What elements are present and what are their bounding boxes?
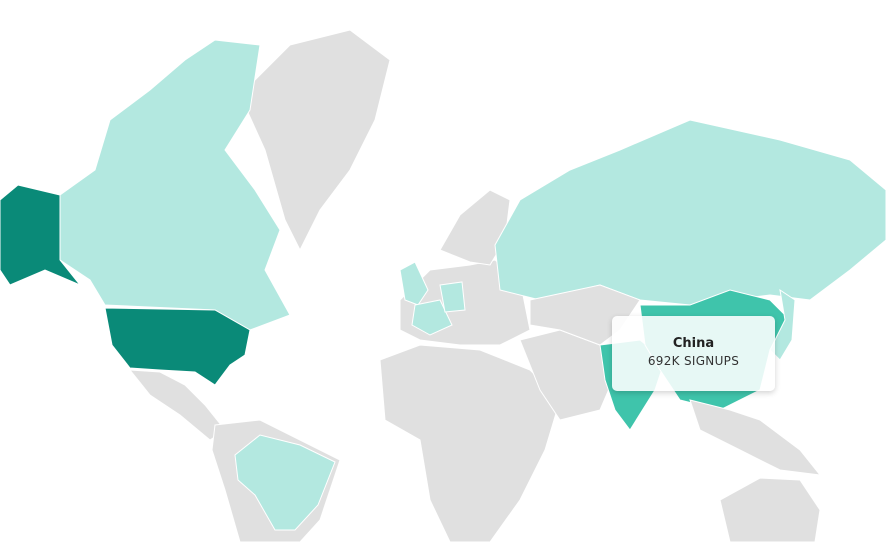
region-united-kingdom[interactable] xyxy=(399,261,429,306)
region-southeast-asia[interactable] xyxy=(689,399,822,476)
region-russia[interactable] xyxy=(494,119,886,306)
region-alaska[interactable] xyxy=(0,184,81,286)
map-tooltip: China 692K SIGNUPS xyxy=(612,316,775,391)
tooltip-title: China xyxy=(672,336,715,351)
region-canada[interactable] xyxy=(59,39,291,331)
region-japan[interactable] xyxy=(769,288,796,361)
region-united-states[interactable] xyxy=(104,307,251,386)
region-brazil[interactable] xyxy=(234,434,336,531)
region-africa[interactable] xyxy=(379,344,561,542)
region-scandinavia[interactable] xyxy=(439,189,511,266)
region-france[interactable] xyxy=(411,299,453,336)
region-greenland[interactable] xyxy=(239,29,391,252)
region-germany[interactable] xyxy=(439,281,466,313)
tooltip-value: 692K SIGNUPS xyxy=(647,354,740,368)
region-australia[interactable] xyxy=(719,477,821,542)
